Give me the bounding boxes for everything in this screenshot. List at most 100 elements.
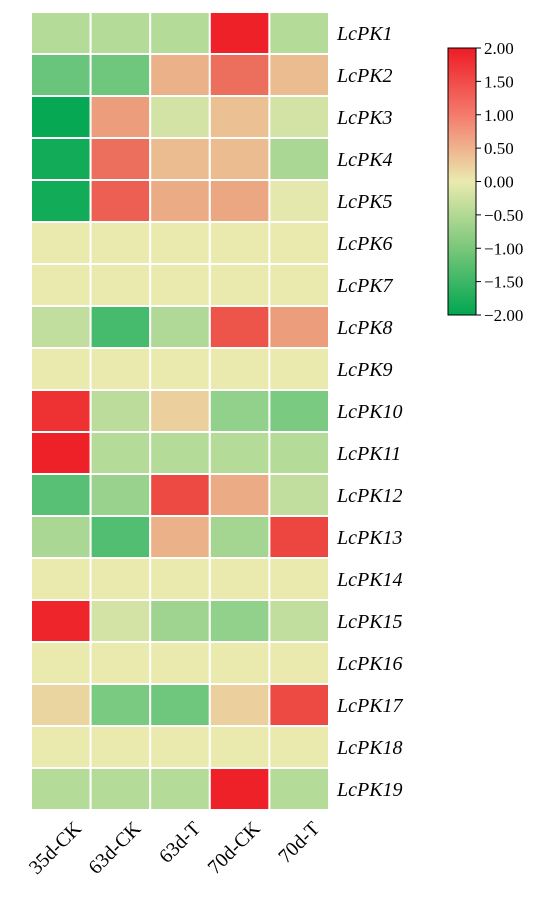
row-labels: LcPK1 LcPK2 LcPK3 LcPK4 LcPK5 LcPK6 LcPK7 LcPK8… (336, 23, 404, 801)
colorbar-gradient (447, 47, 477, 316)
heatmap-cells (30, 11, 330, 811)
row-label: LcPK9 (336, 359, 393, 381)
heatmap-cell-lcpk11-35d-ck (30, 431, 92, 475)
heatmap-cell-lcpk17-63d-ck (89, 683, 152, 727)
heatmap-cell-lcpk6-70d-t (268, 221, 330, 265)
row-label: LcPK6 (336, 233, 393, 255)
heatmap-cell-lcpk18-63d-t (149, 725, 211, 769)
heatmap-cell-lcpk16-70d-t (268, 641, 330, 685)
colorbar-tick-label: −0.50 (484, 206, 523, 225)
row-label: LcPK19 (336, 779, 403, 801)
heatmap-cell-lcpk12-70d-t (268, 473, 330, 517)
heatmap-cell-lcpk13-63d-ck (89, 515, 152, 559)
heatmap-cell-lcpk16-63d-ck (89, 641, 152, 685)
heatmap-cell-lcpk5-63d-t (149, 179, 211, 223)
heatmap-cell-lcpk6-63d-t (149, 221, 211, 265)
heatmap-cell-lcpk14-35d-ck (30, 557, 92, 601)
heatmap-cell-lcpk10-70d-ck (208, 389, 271, 433)
colorbar: 2.00 1.50 1.00 0.50 0.00 −0.50 −1.00 −1.50 −2.00 (447, 39, 523, 325)
row-label: LcPK12 (336, 485, 403, 507)
colorbar-tick-label: 2.00 (484, 39, 514, 58)
heatmap-cell-lcpk6-70d-ck (208, 221, 271, 265)
colorbar-tick-label: 1.00 (484, 106, 514, 125)
heatmap-cell-lcpk19-70d-t (268, 767, 330, 811)
heatmap-cell-lcpk9-63d-t (149, 347, 211, 391)
heatmap-cell-lcpk8-70d-ck (208, 305, 271, 349)
heatmap-cell-lcpk2-63d-ck (89, 53, 152, 97)
heatmap-cell-lcpk15-70d-ck (208, 599, 271, 643)
heatmap-cell-lcpk3-70d-t (268, 95, 330, 139)
heatmap-cell-lcpk1-70d-t (268, 11, 330, 55)
heatmap-cell-lcpk7-63d-ck (89, 263, 152, 307)
row-label: LcPK7 (336, 275, 394, 297)
heatmap-cell-lcpk13-35d-ck (30, 515, 92, 559)
heatmap-cell-lcpk5-63d-ck (89, 179, 152, 223)
heatmap-cell-lcpk17-35d-ck (30, 683, 92, 727)
row-label: LcPK14 (336, 569, 403, 591)
row-label: LcPK8 (336, 317, 393, 339)
colorbar-tick-label: −2.00 (484, 306, 523, 325)
heatmap-cell-lcpk12-63d-t (149, 473, 211, 517)
heatmap-cell-lcpk7-63d-t (149, 263, 211, 307)
heatmap-cell-lcpk17-70d-t (268, 683, 330, 727)
heatmap-cell-lcpk12-35d-ck (30, 473, 92, 517)
heatmap-cell-lcpk2-35d-ck (30, 53, 92, 97)
heatmap-cell-lcpk15-70d-t (268, 599, 330, 643)
heatmap-cell-lcpk4-70d-t (268, 137, 330, 181)
heatmap-cell-lcpk7-70d-ck (208, 263, 271, 307)
heatmap-cell-lcpk10-63d-t (149, 389, 211, 433)
heatmap-cell-lcpk10-35d-ck (30, 389, 92, 433)
heatmap-cell-lcpk8-63d-ck (89, 305, 152, 349)
heatmap-cell-lcpk19-63d-ck (89, 767, 152, 811)
heatmap-cell-lcpk15-63d-ck (89, 599, 152, 643)
heatmap-cell-lcpk11-63d-ck (89, 431, 152, 475)
colorbar-tick-label: −1.00 (484, 239, 523, 258)
row-label: LcPK10 (336, 401, 403, 423)
heatmap-cell-lcpk5-70d-t (268, 179, 330, 223)
heatmap-cell-lcpk16-63d-t (149, 641, 211, 685)
heatmap-cell-lcpk3-63d-ck (89, 95, 152, 139)
heatmap-cell-lcpk6-35d-ck (30, 221, 92, 265)
heatmap-cell-lcpk4-63d-t (149, 137, 211, 181)
heatmap-cell-lcpk14-70d-ck (208, 557, 271, 601)
heatmap-cell-lcpk15-35d-ck (30, 599, 92, 643)
heatmap-cell-lcpk9-70d-t (268, 347, 330, 391)
column-label: 63d-CK (84, 817, 146, 879)
row-label: LcPK15 (336, 611, 403, 633)
heatmap-cell-lcpk19-70d-ck (208, 767, 271, 811)
row-label: LcPK2 (336, 65, 393, 87)
heatmap-cell-lcpk9-35d-ck (30, 347, 92, 391)
column-label: 35d-CK (25, 817, 87, 879)
heatmap-cell-lcpk3-70d-ck (208, 95, 271, 139)
heatmap-cell-lcpk1-63d-ck (89, 11, 152, 55)
heatmap-cell-lcpk14-63d-ck (89, 557, 152, 601)
heatmap-cell-lcpk2-70d-ck (208, 53, 271, 97)
heatmap-cell-lcpk9-70d-ck (208, 347, 271, 391)
heatmap-cell-lcpk14-70d-t (268, 557, 330, 601)
row-label: LcPK17 (336, 695, 404, 717)
heatmap-cell-lcpk10-70d-t (268, 389, 330, 433)
heatmap-cell-lcpk2-70d-t (268, 53, 330, 97)
heatmap-cell-lcpk8-70d-t (268, 305, 330, 349)
heatmap-cell-lcpk13-63d-t (149, 515, 211, 559)
heatmap-cell-lcpk3-63d-t (149, 95, 211, 139)
heatmap-cell-lcpk13-70d-ck (208, 515, 271, 559)
heatmap-cell-lcpk1-63d-t (149, 11, 211, 55)
heatmap-cell-lcpk16-70d-ck (208, 641, 271, 685)
heatmap-cell-lcpk18-63d-ck (89, 725, 152, 769)
heatmap-cell-lcpk14-63d-t (149, 557, 211, 601)
heatmap-cell-lcpk8-63d-t (149, 305, 211, 349)
heatmap-cell-lcpk19-63d-t (149, 767, 211, 811)
colorbar-tick-label: −1.50 (484, 273, 523, 292)
heatmap-cell-lcpk12-63d-ck (89, 473, 152, 517)
heatmap-cell-lcpk18-70d-t (268, 725, 330, 769)
row-label: LcPK13 (336, 527, 403, 549)
row-label: LcPK5 (336, 191, 393, 213)
row-label: LcPK11 (336, 443, 401, 465)
colorbar-tick-label: 0.50 (484, 139, 514, 158)
column-label: 70d-T (274, 818, 324, 868)
heatmap-cell-lcpk6-63d-ck (89, 221, 152, 265)
heatmap-cell-lcpk11-70d-ck (208, 431, 271, 475)
